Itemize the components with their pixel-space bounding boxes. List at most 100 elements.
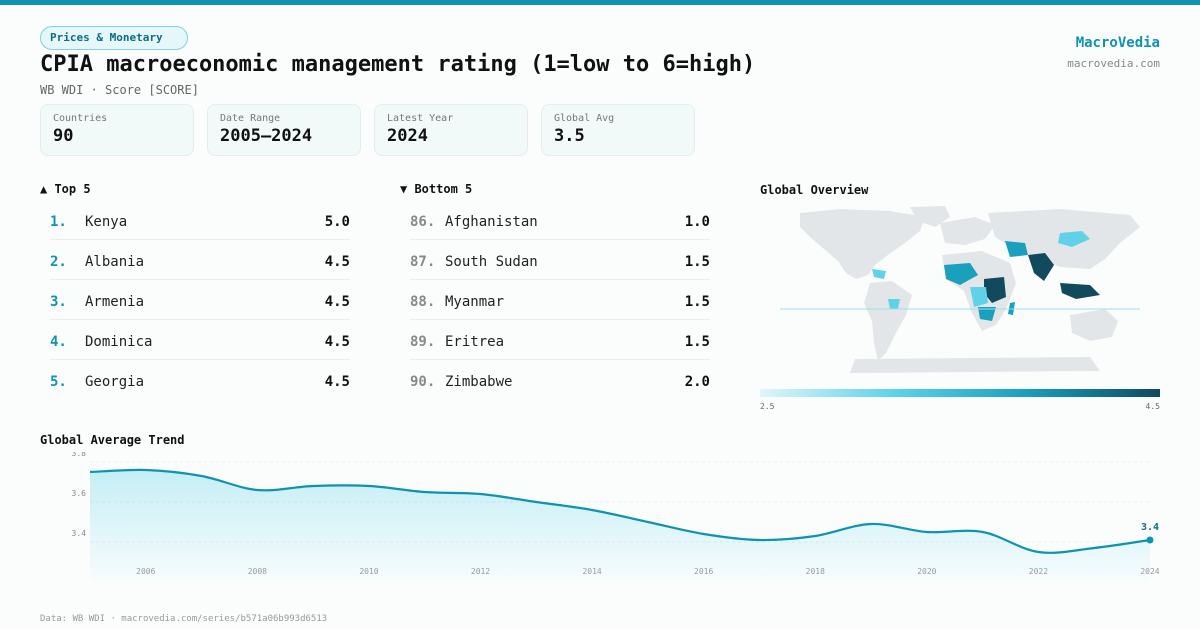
greenland[interactable] — [910, 206, 950, 227]
bottom5-row[interactable]: 88. Myanmar 1.5 — [410, 282, 710, 322]
bottom5-row[interactable]: 90. Zimbabwe 2.0 — [410, 362, 710, 402]
y-tick-label: 3.4 — [72, 529, 87, 538]
stat-card-countries: Countries 90 — [40, 104, 194, 156]
country-name: Eritrea — [445, 334, 505, 350]
rank-number: 89. — [410, 334, 436, 350]
map-heading: Global Overview — [760, 183, 869, 197]
country-score: 1.5 — [684, 294, 710, 310]
country-name: Myanmar — [445, 294, 505, 310]
source-footer[interactable]: Data: WB WDI · macrovedia.com/series/b57… — [40, 614, 328, 624]
top5-row[interactable]: 5. Georgia 4.5 — [50, 362, 350, 402]
antarctica[interactable] — [850, 357, 1100, 373]
rated-countries — [872, 231, 1100, 321]
brand-name[interactable]: MacroVedia — [1075, 35, 1160, 51]
row-divider — [410, 359, 710, 360]
stat-label: Latest Year — [387, 113, 454, 124]
country-score: 5.0 — [324, 214, 350, 230]
trend-heading: Global Average Trend — [40, 433, 185, 447]
stat-card-latest-year: Latest Year 2024 — [374, 104, 528, 156]
y-tick-label: 3.6 — [72, 489, 87, 498]
row-divider — [50, 319, 350, 320]
top5-row[interactable]: 2. Albania 4.5 — [50, 242, 350, 282]
rank-number: 5. — [50, 374, 67, 390]
brand-block: MacroVedia macrovedia.com — [1067, 35, 1160, 70]
rank-number: 87. — [410, 254, 436, 270]
last-point-marker — [1146, 536, 1154, 544]
category-badge[interactable]: Prices & Monetary — [40, 26, 188, 50]
country-name: Zimbabwe — [445, 374, 513, 390]
country-score: 4.5 — [324, 294, 350, 310]
country-name: Armenia — [85, 294, 145, 310]
west-africa-region[interactable] — [944, 263, 978, 285]
stat-value: 2005–2024 — [220, 126, 313, 146]
rank-number: 4. — [50, 334, 67, 350]
stat-card-global-avg: Global Avg 3.5 — [541, 104, 695, 156]
row-divider — [410, 279, 710, 280]
country-score: 1.0 — [684, 214, 710, 230]
stat-value: 2024 — [387, 126, 428, 146]
legend-max-label: 4.5 — [1145, 402, 1160, 411]
east-africa-region[interactable] — [984, 277, 1006, 303]
top5-row[interactable]: 3. Armenia 4.5 — [50, 282, 350, 322]
central-asia-region[interactable] — [1005, 241, 1028, 257]
country-name: Albania — [85, 254, 145, 270]
row-divider — [50, 359, 350, 360]
country-score: 1.5 — [684, 254, 710, 270]
country-score: 4.5 — [324, 334, 350, 350]
x-tick-label: 2024 — [1140, 567, 1159, 576]
mongolia-region[interactable] — [1058, 231, 1090, 247]
country-name: Kenya — [85, 214, 128, 230]
country-score: 4.5 — [324, 254, 350, 270]
bottom5-row[interactable]: 86. Afghanistan 1.0 — [410, 202, 710, 242]
trend-area-chart[interactable]: 3.43.63.82006200820102012201420162018202… — [40, 452, 1160, 582]
top-accent-bar — [0, 0, 1200, 5]
rank-number: 88. — [410, 294, 436, 310]
bottom5-row[interactable]: 89. Eritrea 1.5 — [410, 322, 710, 362]
europe[interactable] — [940, 217, 995, 245]
row-divider — [50, 239, 350, 240]
country-score: 2.0 — [684, 374, 710, 390]
central-america-region[interactable] — [872, 269, 886, 279]
legend-min-label: 2.5 — [760, 402, 775, 411]
country-name: Afghanistan — [445, 214, 538, 230]
row-divider — [410, 319, 710, 320]
rank-number: 1. — [50, 214, 67, 230]
andes-region[interactable] — [888, 299, 900, 309]
stat-value: 90 — [53, 126, 74, 146]
top5-row[interactable]: 4. Dominica 4.5 — [50, 322, 350, 362]
brand-url[interactable]: macrovedia.com — [1067, 57, 1160, 70]
south-america[interactable] — [864, 281, 912, 361]
australia[interactable] — [1070, 309, 1118, 341]
stat-value: 3.5 — [554, 126, 585, 146]
bottom5-row[interactable]: 87. South Sudan 1.5 — [410, 242, 710, 282]
top5-row[interactable]: 1. Kenya 5.0 — [50, 202, 350, 242]
stat-label: Global Avg — [554, 113, 615, 124]
world-choropleth-map[interactable] — [760, 203, 1160, 379]
stat-card-date-range: Date Range 2005–2024 — [207, 104, 361, 156]
rank-number: 90. — [410, 374, 436, 390]
country-score: 4.5 — [324, 374, 350, 390]
southeast-asia-region[interactable] — [1060, 283, 1100, 299]
trend-area-fill — [90, 469, 1150, 582]
map-color-legend — [760, 389, 1160, 397]
country-name: South Sudan — [445, 254, 538, 270]
southern-africa-region[interactable] — [978, 307, 996, 321]
last-value-label: 3.4 — [1141, 522, 1159, 533]
stat-label: Countries — [53, 113, 108, 124]
rank-number: 2. — [50, 254, 67, 270]
y-tick-label: 3.8 — [72, 452, 87, 458]
country-name: Georgia — [85, 374, 145, 390]
row-divider — [410, 239, 710, 240]
bottom5-heading: ▼ Bottom 5 — [400, 182, 473, 196]
country-score: 1.5 — [684, 334, 710, 350]
country-name: Dominica — [85, 334, 153, 350]
page-subtitle: WB WDI · Score [SCORE] — [40, 83, 199, 97]
stat-label: Date Range — [220, 113, 281, 124]
row-divider — [50, 279, 350, 280]
central-africa-region[interactable] — [970, 287, 988, 307]
north-america[interactable] — [800, 209, 925, 279]
rank-number: 3. — [50, 294, 67, 310]
south-asia-region[interactable] — [1028, 253, 1054, 281]
top5-heading: ▲ Top 5 — [40, 182, 91, 196]
page-title: CPIA macroeconomic management rating (1=… — [40, 52, 756, 77]
